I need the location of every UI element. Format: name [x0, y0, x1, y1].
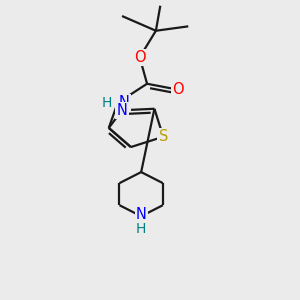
Text: N: N	[119, 95, 130, 110]
Text: O: O	[172, 82, 184, 97]
Text: N: N	[117, 103, 128, 118]
Text: S: S	[159, 129, 168, 144]
Text: N: N	[136, 207, 147, 222]
Text: O: O	[134, 50, 146, 65]
Text: H: H	[101, 96, 112, 110]
Text: H: H	[136, 222, 146, 236]
